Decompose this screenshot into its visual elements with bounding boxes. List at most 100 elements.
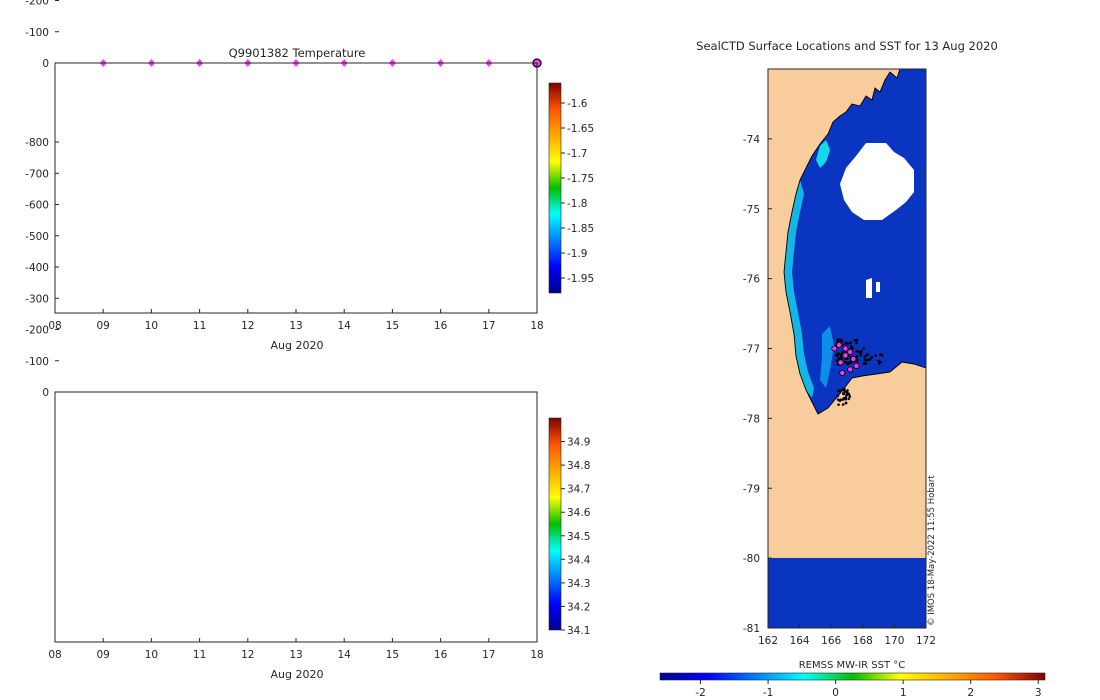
temperature-plot-frame: [54, 62, 538, 314]
colorbar-tick-label: 34.4: [567, 554, 591, 566]
sst-colorbar-tick-label: 3: [1035, 687, 1042, 699]
surface-cast-marker: [837, 359, 844, 366]
ctd-track-dot: [839, 355, 843, 359]
ice-blob: [840, 143, 914, 220]
sst-map-panel: SealCTD Surface Locations and SST for 13…: [659, 39, 1046, 699]
lat-tick-label: -77: [743, 344, 760, 356]
sst-colorbar-tick-label: -1: [763, 687, 773, 699]
ctd-track-dot: [843, 360, 847, 364]
ctd-track-dot: [849, 341, 852, 344]
x-tick-label: 08: [48, 320, 61, 332]
ctd-track-dot: [862, 347, 865, 350]
lon-tick-label: 166: [821, 635, 841, 647]
sst-colorbar-tick-label: -2: [695, 687, 705, 699]
lon-tick-label: 172: [916, 635, 936, 647]
ctd-track-dot: [842, 392, 846, 396]
x-tick-label: 14: [338, 649, 352, 661]
salinity-section-panel: 0 -100 -200 -300 -400 -500 -600 -700 -800 08 09 10…: [25, 137, 591, 681]
temperature-title: Q9901382 Temperature: [229, 46, 366, 60]
x-tick-label: 16: [434, 320, 448, 332]
surface-cast-marker: [842, 345, 849, 352]
y-tick-label: -700: [25, 168, 49, 180]
x-tick-label: 12: [241, 320, 254, 332]
y-tick-label: -100: [25, 27, 49, 39]
ctd-track-dot: [840, 350, 844, 354]
ctd-track-dot: [846, 389, 849, 392]
colorbar-tick-label: 34.6: [567, 507, 591, 519]
x-tick-label: 18: [530, 320, 543, 332]
ctd-track-dot: [857, 350, 860, 353]
ctd-track-dot: [859, 353, 862, 357]
x-tick-label: 11: [193, 320, 206, 332]
x-tick-label: 10: [145, 320, 158, 332]
coastline: [783, 68, 927, 415]
lat-tick-label: -76: [743, 274, 760, 286]
surface-cast-locations: [831, 342, 860, 376]
colorbar-tick-label: -1.8: [567, 198, 588, 210]
ctd-track-dot: [850, 345, 853, 349]
x-tick-label: 09: [97, 320, 110, 332]
colorbar-tick-label: 34.9: [567, 437, 590, 449]
lon-tick-label: 170: [884, 635, 904, 647]
y-tick-label: -400: [25, 262, 49, 274]
ctd-track-dot: [837, 403, 840, 406]
ctd-track-dot: [836, 338, 840, 341]
ctd-track-dot: [842, 397, 846, 400]
ctd-track-dot: [848, 395, 852, 398]
salinity-colorbar: [548, 417, 562, 631]
colorbar-tick-label: -1.95: [567, 273, 594, 285]
ctd-track-dot: [842, 387, 845, 391]
salinity-plot-frame: [54, 391, 538, 643]
salinity-colorbar-ticks: 34.9 34.8 34.7 34.6 34.5 34.4 34.3 34.2 34.1: [561, 437, 591, 637]
x-tick-label: 13: [289, 649, 302, 661]
x-tick-label: 12: [241, 649, 254, 661]
temperature-x-axis: 08 09 10 11 12 13 14 15 16 17 18: [48, 309, 544, 332]
y-tick-label: -300: [25, 293, 49, 305]
colorbar-tick-label: 34.2: [567, 601, 590, 613]
x-tick-label: 17: [482, 649, 495, 661]
ctd-track-dot: [877, 359, 880, 363]
salinity-xlabel: Aug 2020: [271, 668, 324, 681]
colorbar-tick-label: -1.85: [567, 223, 594, 235]
map-latitude-axis: -74 -75 -76 -77 -78 -79 -80 -81: [743, 134, 772, 635]
sst-colorbar: [659, 672, 1046, 681]
colorbar-tick-label: -1.65: [567, 123, 594, 135]
ctd-track-dot: [847, 397, 851, 401]
ctd-track-dot: [837, 357, 841, 361]
lat-tick-label: -75: [743, 204, 760, 216]
ctd-track-dot: [870, 355, 874, 359]
ctd-track-dot: [845, 393, 848, 397]
x-tick-label: 08: [48, 649, 61, 661]
lat-tick-label: -74: [743, 134, 760, 146]
sst-coastal-strip: [784, 180, 814, 398]
ctd-track-dot: [874, 354, 878, 357]
temperature-xlabel: Aug 2020: [271, 339, 324, 352]
colorbar-tick-label: -1.7: [567, 148, 588, 160]
ctd-track-dot: [877, 362, 881, 365]
ctd-track-dot: [856, 359, 859, 363]
y-tick-label: -100: [25, 356, 49, 368]
x-tick-label: 11: [193, 649, 206, 661]
ctd-track-dot: [855, 350, 858, 353]
lon-tick-label: 162: [758, 635, 778, 647]
ctd-track-dot: [840, 339, 844, 342]
map-title: SealCTD Surface Locations and SST for 13…: [696, 39, 998, 53]
ctd-track-dot: [837, 389, 841, 393]
ctd-track-dot: [846, 342, 850, 345]
temperature-colorbar-ticks: -1.6 -1.65 -1.7 -1.75 -1.8 -1.85 -1.9 -1.95: [561, 98, 594, 285]
y-tick-label: -600: [25, 200, 49, 212]
sst-colorbar-tick-label: 1: [900, 687, 907, 699]
ctd-track-dot: [863, 358, 867, 362]
ctd-track-dot: [836, 394, 840, 398]
colorbar-tick-label: 34.1: [567, 625, 590, 637]
surface-cast-marker: [847, 366, 854, 373]
x-tick-label: 16: [434, 649, 448, 661]
surface-cast-marker: [836, 342, 843, 349]
colorbar-tick-label: 34.8: [567, 460, 590, 472]
y-tick-label: -500: [25, 231, 49, 243]
ctd-track-dot: [847, 392, 850, 395]
ctd-track-dot: [879, 353, 882, 356]
ctd-track-dot: [836, 398, 840, 401]
ctd-track-dot: [835, 359, 838, 362]
